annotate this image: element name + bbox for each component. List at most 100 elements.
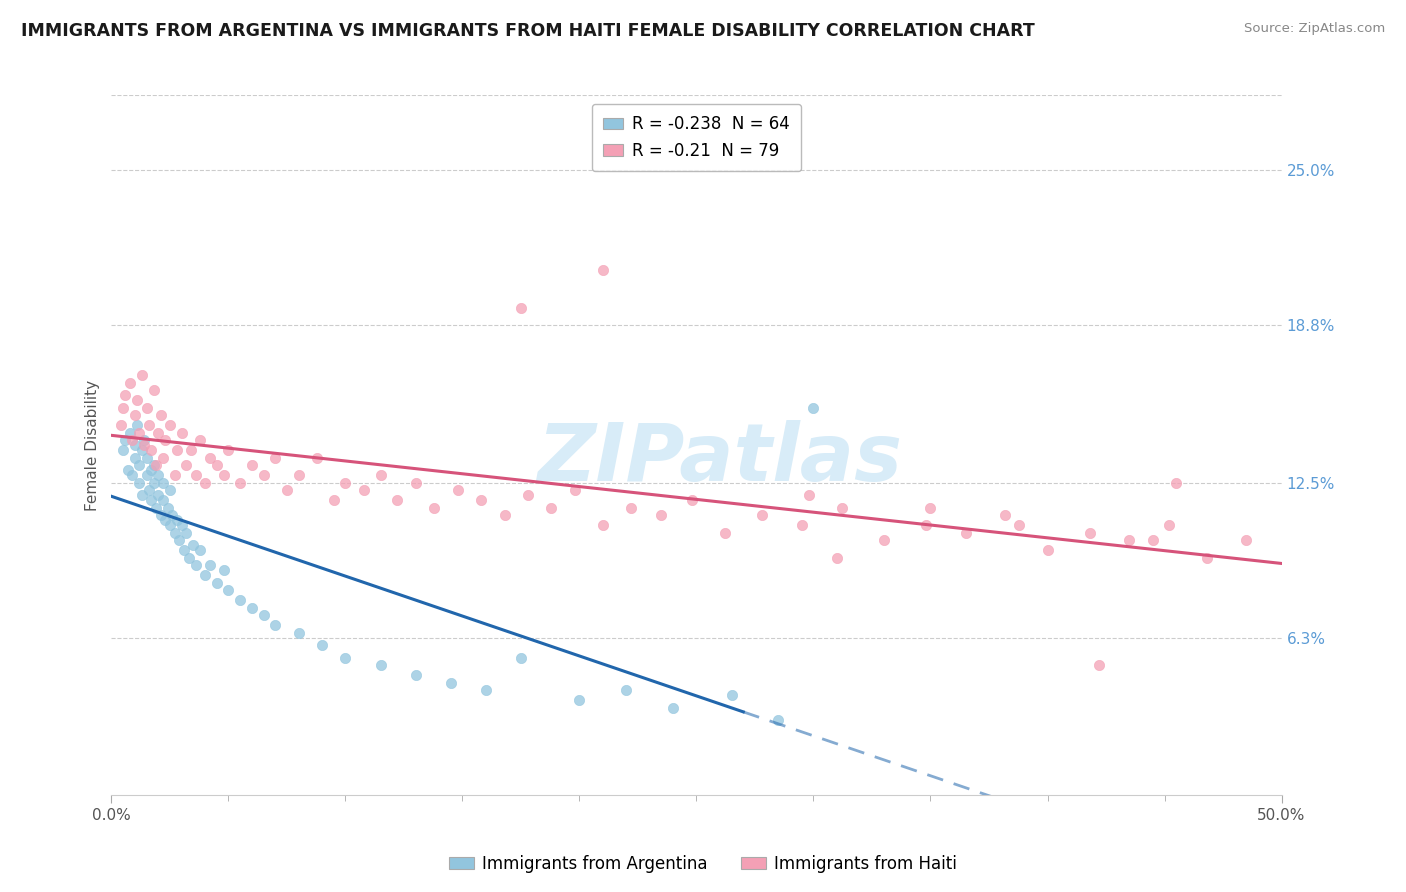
Point (920, 500, 942, 515)
Point (405, 668, 427, 682)
Point (1088, 658, 1111, 673)
Point (127, 418, 149, 433)
Point (135, 450, 157, 465)
Point (152, 475, 174, 490)
Point (650, 508, 672, 523)
Point (163, 468, 186, 483)
Point (138, 418, 160, 433)
Point (121, 468, 143, 483)
Point (148, 468, 170, 483)
Point (681, 493, 703, 508)
Point (1236, 533, 1258, 548)
Point (124, 438, 146, 452)
Point (620, 500, 643, 515)
Point (797, 488, 820, 502)
Point (114, 434, 136, 448)
Point (370, 658, 392, 673)
Point (252, 468, 274, 483)
Point (134, 434, 156, 448)
Point (135, 401, 157, 415)
Point (142, 458, 165, 473)
Point (134, 438, 156, 452)
Point (1142, 533, 1164, 548)
Point (955, 525, 977, 540)
Point (149, 409, 172, 423)
Point (142, 384, 165, 398)
Point (166, 443, 188, 458)
Point (447, 483, 470, 498)
Point (131, 443, 153, 458)
Point (170, 518, 193, 533)
Point (1078, 525, 1101, 540)
Point (188, 543, 211, 558)
Point (198, 450, 221, 465)
Point (264, 450, 287, 465)
Point (212, 563, 235, 577)
Point (914, 518, 936, 533)
Point (803, 401, 825, 415)
Point (159, 518, 181, 533)
Point (1118, 533, 1140, 548)
Point (240, 600, 263, 615)
Point (128, 475, 150, 490)
Point (287, 625, 309, 640)
Point (135, 468, 157, 483)
Point (205, 458, 228, 473)
Point (131, 488, 153, 502)
Point (184, 468, 207, 483)
Y-axis label: Female Disability: Female Disability (86, 380, 100, 511)
Point (510, 650, 533, 665)
Legend: R = -0.238  N = 64, R = -0.21  N = 79: R = -0.238 N = 64, R = -0.21 N = 79 (592, 103, 801, 171)
Point (148, 488, 170, 502)
Point (825, 550, 848, 565)
Point (370, 468, 392, 483)
Point (188, 434, 211, 448)
Point (440, 675, 463, 690)
Point (322, 493, 344, 508)
Point (335, 650, 357, 665)
Point (141, 443, 163, 458)
Point (470, 493, 492, 508)
Text: ZIPatlas: ZIPatlas (537, 420, 903, 499)
Point (138, 483, 160, 498)
Point (1159, 518, 1181, 533)
Point (217, 443, 239, 458)
Point (517, 488, 540, 502)
Point (353, 483, 375, 498)
Point (173, 543, 195, 558)
Point (114, 388, 136, 402)
Point (159, 418, 181, 433)
Point (152, 493, 174, 508)
Point (184, 558, 207, 573)
Point (873, 533, 896, 548)
Point (276, 483, 298, 498)
Point (790, 518, 813, 533)
Point (287, 468, 309, 483)
Point (149, 508, 172, 523)
Point (170, 425, 193, 440)
Point (994, 508, 1017, 523)
Point (141, 493, 163, 508)
Point (121, 434, 143, 448)
Point (264, 618, 287, 632)
Point (127, 393, 149, 408)
Text: Source: ZipAtlas.com: Source: ZipAtlas.com (1244, 22, 1385, 36)
Point (128, 425, 150, 440)
Point (155, 434, 177, 448)
Point (131, 368, 153, 383)
Point (568, 693, 591, 707)
Point (475, 683, 498, 698)
Point (148, 425, 170, 440)
Point (124, 450, 146, 465)
Point (145, 500, 167, 515)
Point (307, 450, 329, 465)
Point (768, 713, 790, 727)
Point (117, 463, 139, 477)
Point (166, 513, 188, 527)
Point (156, 500, 179, 515)
Point (540, 500, 562, 515)
Point (159, 483, 181, 498)
Point (385, 493, 408, 508)
Point (831, 500, 853, 515)
Point (405, 475, 427, 490)
